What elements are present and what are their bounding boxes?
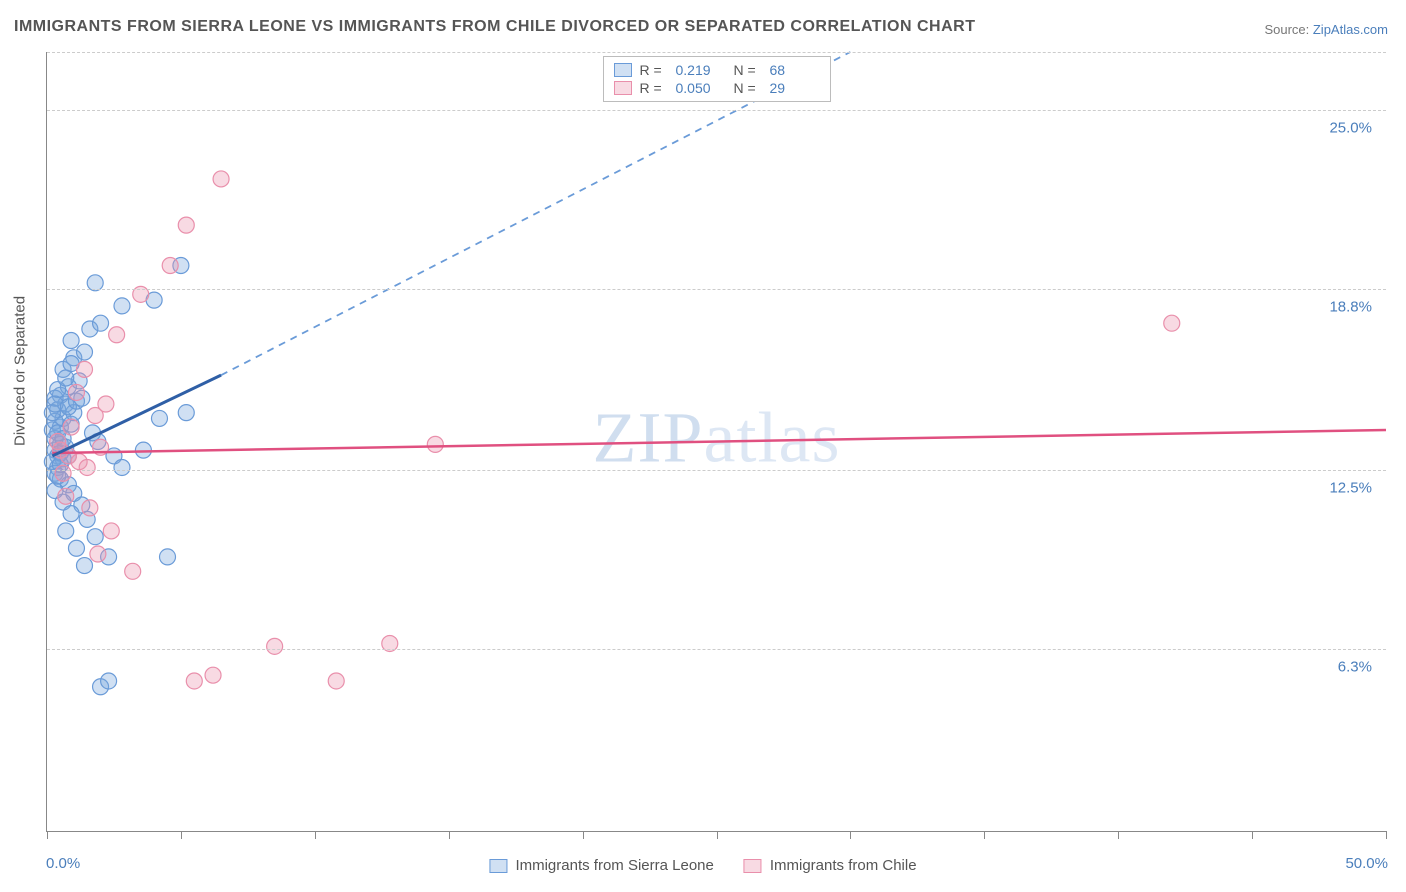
x-tick-mark [984, 831, 985, 839]
legend-swatch-series1 [614, 63, 632, 77]
gridline [47, 110, 1386, 111]
source-link[interactable]: ZipAtlas.com [1313, 22, 1388, 37]
data-point [87, 529, 103, 545]
legend-label-1: Immigrants from Sierra Leone [515, 857, 713, 874]
legend-r-value-2: 0.050 [676, 80, 726, 96]
data-point [178, 217, 194, 233]
source-prefix: Source: [1264, 22, 1312, 37]
legend-r-label: R = [640, 62, 668, 78]
y-axis-label: Divorced or Separated [12, 296, 29, 446]
data-point [125, 563, 141, 579]
chart-title: IMMIGRANTS FROM SIERRA LEONE VS IMMIGRAN… [14, 18, 975, 36]
y-tick-label: 25.0% [1329, 119, 1372, 136]
data-point [162, 258, 178, 274]
gridline [47, 52, 1386, 53]
data-point [63, 333, 79, 349]
data-point [205, 667, 221, 683]
source-attribution: Source: ZipAtlas.com [1264, 22, 1388, 37]
data-point [50, 434, 66, 450]
legend-item-2: Immigrants from Chile [744, 857, 917, 874]
data-point [109, 327, 125, 343]
x-tick-mark [181, 831, 182, 839]
data-point [114, 298, 130, 314]
x-tick-mark [1386, 831, 1387, 839]
gridline [47, 470, 1386, 471]
data-point [76, 361, 92, 377]
data-point [90, 546, 106, 562]
gridline [47, 289, 1386, 290]
y-tick-label: 12.5% [1329, 480, 1372, 497]
data-point [328, 673, 344, 689]
x-tick-mark [850, 831, 851, 839]
y-tick-label: 18.8% [1329, 298, 1372, 315]
data-point [58, 370, 74, 386]
chart-svg [47, 52, 1386, 831]
data-point [68, 384, 84, 400]
legend-label-2: Immigrants from Chile [770, 857, 917, 874]
legend-swatch-1 [489, 859, 507, 873]
data-point [267, 638, 283, 654]
data-point [427, 436, 443, 452]
data-point [178, 405, 194, 421]
data-point [93, 315, 109, 331]
x-tick-mark [315, 831, 316, 839]
x-min-label: 0.0% [46, 855, 80, 872]
legend-n-label: N = [734, 62, 762, 78]
legend-row-series1: R = 0.219 N = 68 [614, 61, 820, 79]
x-tick-mark [1252, 831, 1253, 839]
series-legend: Immigrants from Sierra Leone Immigrants … [489, 857, 916, 874]
data-point [160, 549, 176, 565]
legend-n-value-2: 29 [770, 80, 820, 96]
data-point [101, 673, 117, 689]
data-point [58, 523, 74, 539]
legend-swatch-series2 [614, 81, 632, 95]
x-tick-mark [717, 831, 718, 839]
gridline [47, 649, 1386, 650]
data-point [63, 419, 79, 435]
data-point [98, 396, 114, 412]
legend-item-1: Immigrants from Sierra Leone [489, 857, 713, 874]
data-point [68, 540, 84, 556]
data-point [1164, 315, 1180, 331]
legend-n-value-1: 68 [770, 62, 820, 78]
x-tick-mark [583, 831, 584, 839]
x-tick-mark [1118, 831, 1119, 839]
data-point [103, 523, 119, 539]
data-point [76, 344, 92, 360]
y-tick-label: 6.3% [1338, 659, 1372, 676]
plot-area: ZIPatlas R = 0.219 N = 68 R = 0.050 N = … [46, 52, 1386, 832]
legend-r-label: R = [640, 80, 668, 96]
data-point [79, 459, 95, 475]
data-point [55, 465, 71, 481]
data-point [213, 171, 229, 187]
data-point [82, 500, 98, 516]
x-tick-mark [47, 831, 48, 839]
legend-row-series2: R = 0.050 N = 29 [614, 79, 820, 97]
data-point [76, 558, 92, 574]
data-point [114, 459, 130, 475]
legend-swatch-2 [744, 859, 762, 873]
data-point [63, 506, 79, 522]
x-tick-mark [449, 831, 450, 839]
stats-legend: R = 0.219 N = 68 R = 0.050 N = 29 [603, 56, 831, 102]
data-point [186, 673, 202, 689]
legend-n-label: N = [734, 80, 762, 96]
data-point [58, 488, 74, 504]
legend-r-value-1: 0.219 [676, 62, 726, 78]
data-point [151, 410, 167, 426]
x-max-label: 50.0% [1345, 855, 1388, 872]
